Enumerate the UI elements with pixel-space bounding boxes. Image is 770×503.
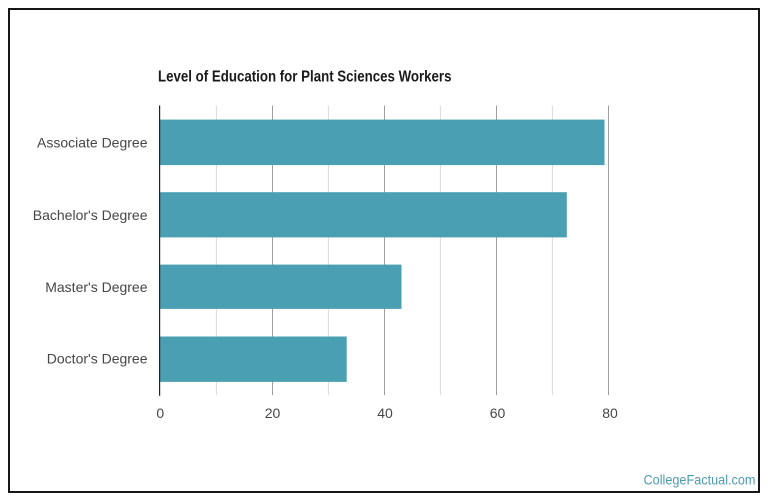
svg-text:Master's Degree: Master's Degree — [45, 279, 147, 295]
svg-text:Bachelor's Degree: Bachelor's Degree — [33, 207, 148, 223]
svg-text:60: 60 — [490, 405, 506, 421]
svg-text:Doctor's Degree: Doctor's Degree — [47, 351, 148, 367]
svg-text:Level of Education for Plant S: Level of Education for Plant Sciences Wo… — [158, 69, 452, 86]
svg-text:0: 0 — [156, 405, 164, 421]
svg-text:20: 20 — [265, 405, 281, 421]
svg-text:80: 80 — [602, 405, 618, 421]
svg-text:CollegeFactual.com: CollegeFactual.com — [644, 472, 756, 488]
svg-text:40: 40 — [377, 405, 393, 421]
svg-text:Associate Degree: Associate Degree — [37, 134, 148, 150]
